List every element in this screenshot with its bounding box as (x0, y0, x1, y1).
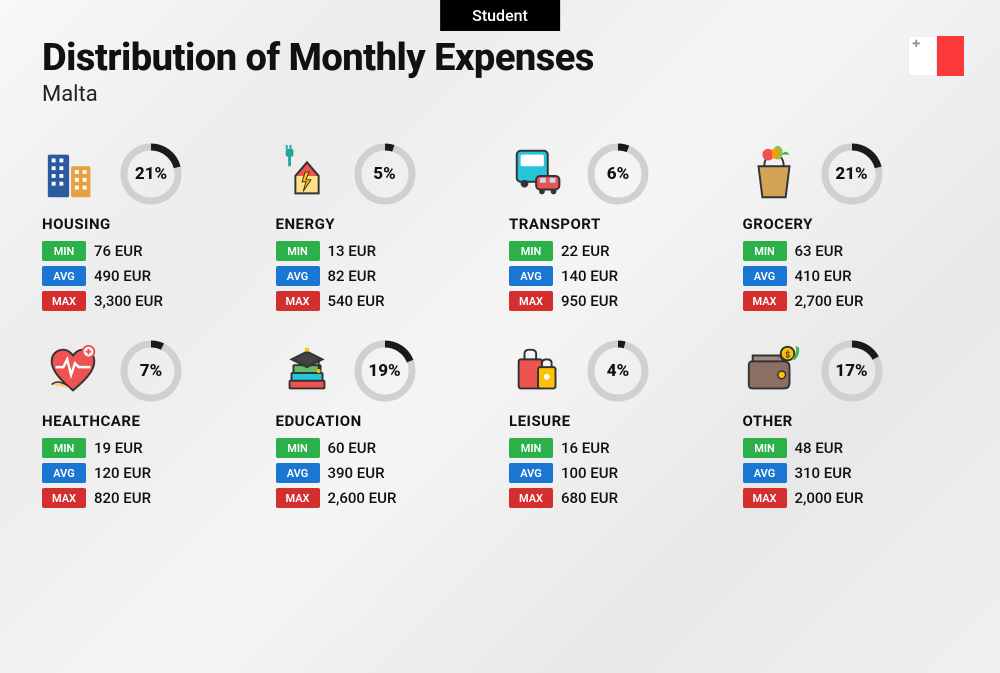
avg-value: 120 EUR (94, 464, 151, 482)
percentage-ring: 5% (354, 143, 416, 205)
percentage-ring: 6% (587, 143, 649, 205)
category-name: ENERGY (276, 215, 492, 233)
percentage-value: 17% (821, 340, 883, 402)
energy-icon (276, 143, 338, 205)
avg-label: AVG (743, 463, 787, 483)
malta-flag-icon: ✚ (908, 36, 964, 76)
category-card-housing: 21% HOUSING MIN 76 EUR AVG 490 EUR MAX 3… (42, 143, 258, 316)
min-label: MIN (509, 241, 553, 261)
housing-icon (42, 143, 104, 205)
category-grid: 21% HOUSING MIN 76 EUR AVG 490 EUR MAX 3… (0, 107, 1000, 513)
percentage-value: 5% (354, 143, 416, 205)
avg-value: 140 EUR (561, 267, 618, 285)
min-label: MIN (743, 241, 787, 261)
min-value: 60 EUR (328, 439, 377, 457)
avg-label: AVG (743, 266, 787, 286)
avg-value: 390 EUR (328, 464, 385, 482)
min-label: MIN (42, 438, 86, 458)
min-value: 48 EUR (795, 439, 844, 457)
percentage-ring: 7% (120, 340, 182, 402)
grocery-icon (743, 143, 805, 205)
category-name: GROCERY (743, 215, 959, 233)
healthcare-icon (42, 340, 104, 402)
category-card-leisure: 4% LEISURE MIN 16 EUR AVG 100 EUR MAX 68… (509, 340, 725, 513)
max-value: 820 EUR (94, 489, 151, 507)
min-label: MIN (743, 438, 787, 458)
percentage-ring: 17% (821, 340, 883, 402)
max-value: 2,600 EUR (328, 489, 397, 507)
max-label: MAX (509, 488, 553, 508)
max-value: 950 EUR (561, 292, 618, 310)
min-label: MIN (276, 438, 320, 458)
avg-value: 82 EUR (328, 267, 377, 285)
category-card-energy: 5% ENERGY MIN 13 EUR AVG 82 EUR MAX 540 … (276, 143, 492, 316)
education-icon (276, 340, 338, 402)
percentage-value: 4% (587, 340, 649, 402)
max-label: MAX (276, 488, 320, 508)
max-value: 2,000 EUR (795, 489, 864, 507)
avg-label: AVG (42, 266, 86, 286)
max-label: MAX (42, 488, 86, 508)
category-card-transport: 6% TRANSPORT MIN 22 EUR AVG 140 EUR MAX … (509, 143, 725, 316)
max-label: MAX (42, 291, 86, 311)
min-label: MIN (276, 241, 320, 261)
avg-value: 490 EUR (94, 267, 151, 285)
avg-label: AVG (42, 463, 86, 483)
max-label: MAX (509, 291, 553, 311)
max-value: 680 EUR (561, 489, 618, 507)
category-name: HOUSING (42, 215, 258, 233)
svg-text:$: $ (785, 349, 790, 360)
percentage-value: 6% (587, 143, 649, 205)
avg-value: 310 EUR (795, 464, 852, 482)
avg-value: 410 EUR (795, 267, 852, 285)
min-value: 19 EUR (94, 439, 143, 457)
min-value: 76 EUR (94, 242, 143, 260)
max-value: 540 EUR (328, 292, 385, 310)
percentage-ring: 21% (821, 143, 883, 205)
max-value: 2,700 EUR (795, 292, 864, 310)
category-card-other: $ 17% OTHER MIN 48 EUR AVG 310 EUR MAX 2… (743, 340, 959, 513)
max-value: 3,300 EUR (94, 292, 163, 310)
min-value: 13 EUR (328, 242, 377, 260)
category-card-grocery: 21% GROCERY MIN 63 EUR AVG 410 EUR MAX 2… (743, 143, 959, 316)
avg-value: 100 EUR (561, 464, 618, 482)
avg-label: AVG (509, 463, 553, 483)
leisure-icon (509, 340, 571, 402)
page-title: Distribution of Monthly Expenses (42, 36, 958, 80)
student-badge: Student (440, 0, 560, 31)
avg-label: AVG (509, 266, 553, 286)
min-value: 16 EUR (561, 439, 610, 457)
category-card-healthcare: 7% HEALTHCARE MIN 19 EUR AVG 120 EUR MAX… (42, 340, 258, 513)
category-name: OTHER (743, 412, 959, 430)
max-label: MAX (743, 291, 787, 311)
category-name: LEISURE (509, 412, 725, 430)
page-subtitle: Malta (42, 82, 958, 107)
avg-label: AVG (276, 266, 320, 286)
min-label: MIN (509, 438, 553, 458)
percentage-value: 19% (354, 340, 416, 402)
transport-icon (509, 143, 571, 205)
percentage-value: 7% (120, 340, 182, 402)
min-value: 63 EUR (795, 242, 844, 260)
min-value: 22 EUR (561, 242, 610, 260)
avg-label: AVG (276, 463, 320, 483)
category-name: HEALTHCARE (42, 412, 258, 430)
category-name: EDUCATION (276, 412, 492, 430)
category-card-education: 19% EDUCATION MIN 60 EUR AVG 390 EUR MAX… (276, 340, 492, 513)
percentage-ring: 21% (120, 143, 182, 205)
max-label: MAX (743, 488, 787, 508)
percentage-ring: 4% (587, 340, 649, 402)
min-label: MIN (42, 241, 86, 261)
category-name: TRANSPORT (509, 215, 725, 233)
percentage-value: 21% (120, 143, 182, 205)
percentage-ring: 19% (354, 340, 416, 402)
other-icon: $ (743, 340, 805, 402)
percentage-value: 21% (821, 143, 883, 205)
max-label: MAX (276, 291, 320, 311)
